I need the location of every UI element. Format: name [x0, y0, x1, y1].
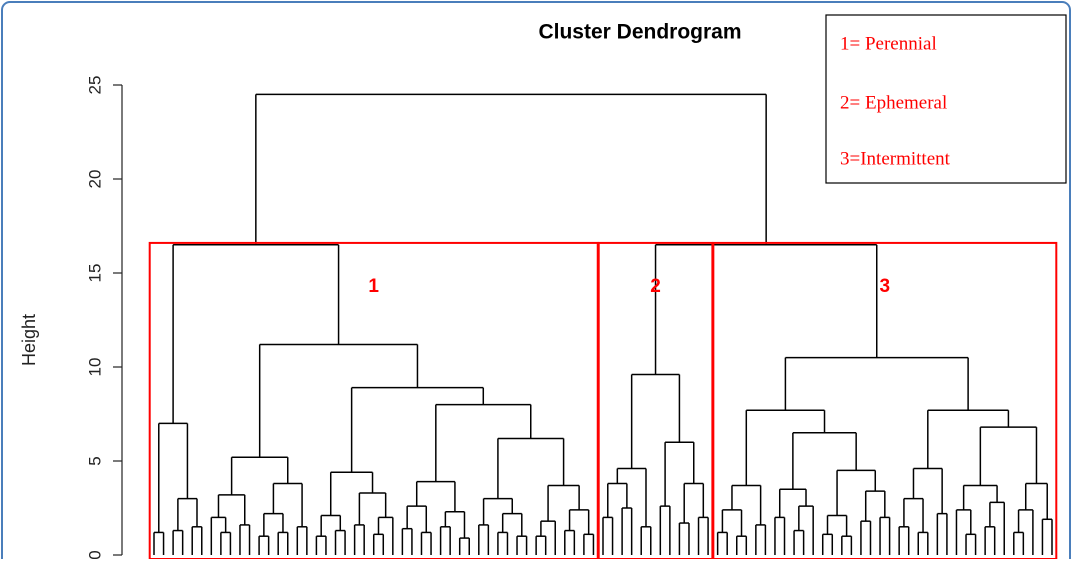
cluster-label: 1	[368, 276, 379, 297]
cluster-label: 3	[880, 276, 891, 297]
chart-title: Cluster Dendrogram	[538, 21, 741, 44]
legend-text: 3=Intermittent	[840, 148, 951, 169]
y-tick-label: 20	[85, 170, 104, 189]
legend-box	[825, 14, 1067, 184]
y-axis-label: Height	[19, 314, 39, 366]
y-tick-label: 10	[85, 358, 104, 377]
y-tick-label: 5	[85, 456, 104, 465]
y-tick-label: 0	[85, 550, 104, 559]
cluster-label: 2	[650, 276, 661, 297]
y-tick-label: 25	[85, 76, 104, 95]
legend-text: 1= Perennial	[840, 33, 937, 54]
legend-text: 2= Ephemeral	[840, 92, 947, 113]
y-tick-label: 15	[85, 264, 104, 283]
